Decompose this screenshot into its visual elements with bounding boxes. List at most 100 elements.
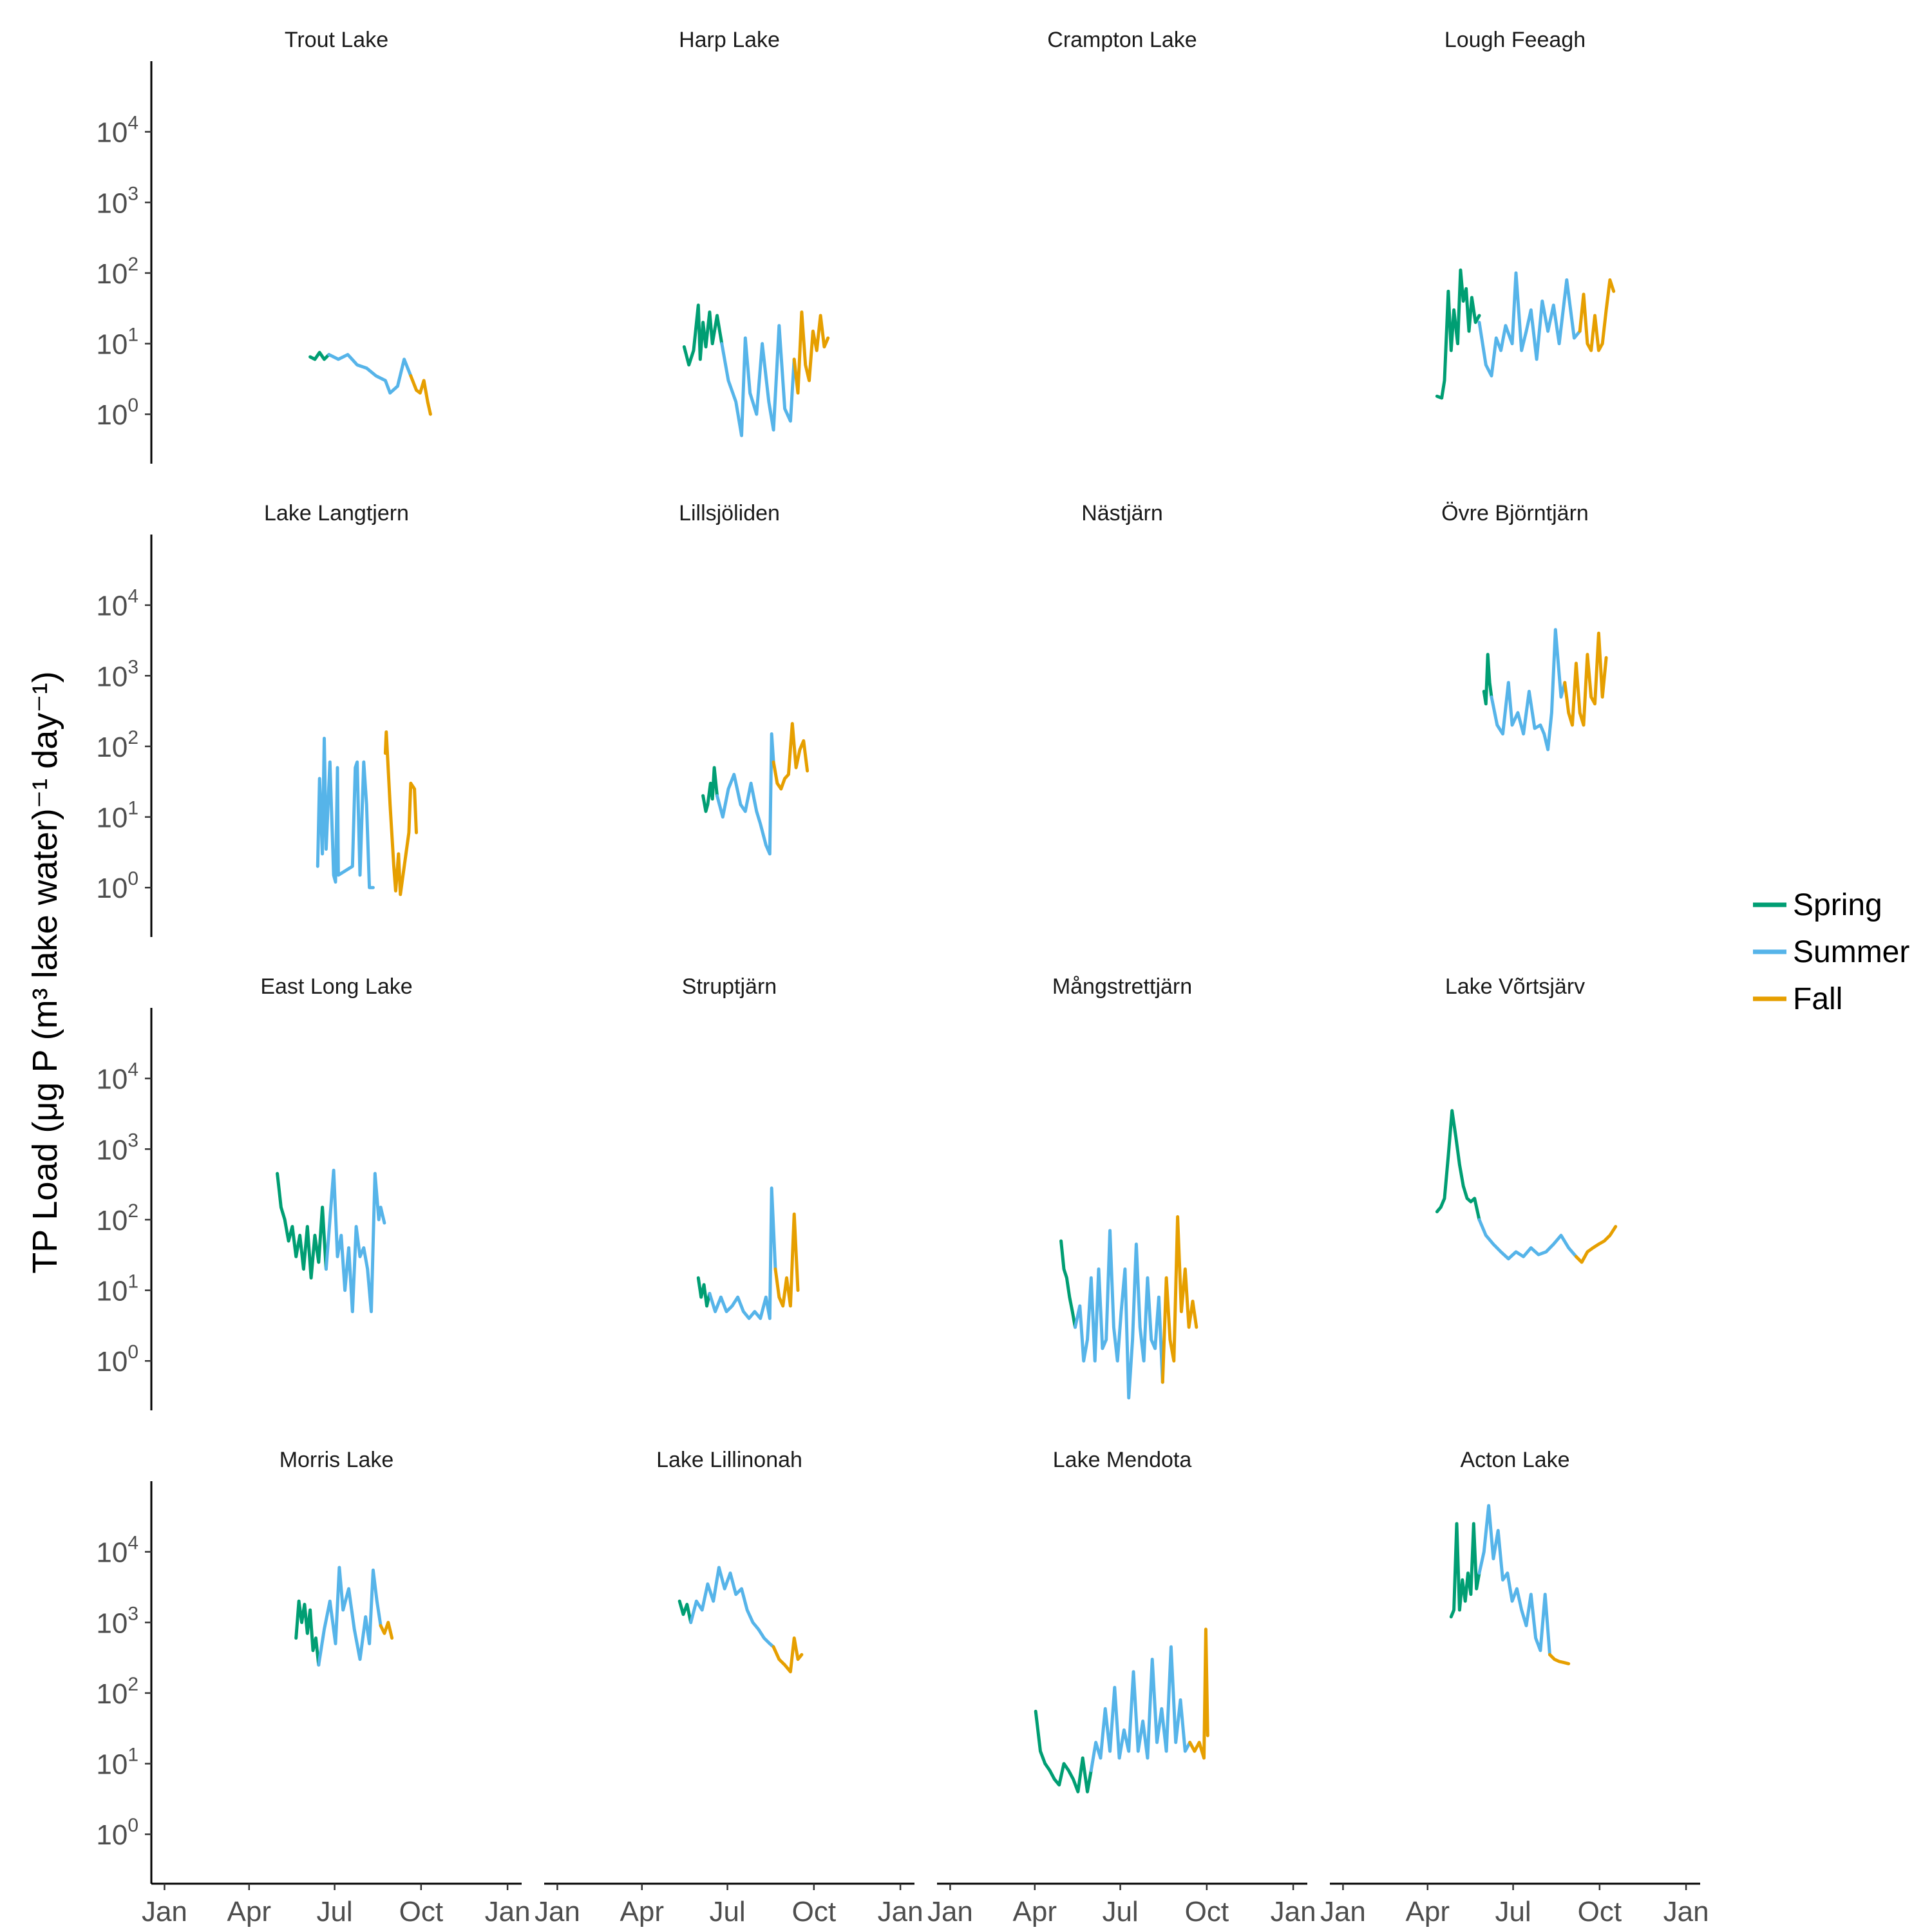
panel: Crampton Lake <box>1047 28 1197 52</box>
panel-title: Acton Lake <box>1460 1448 1569 1472</box>
series-line <box>772 722 810 791</box>
y-tick-label: 104 <box>96 1533 138 1569</box>
y-tick-label: 104 <box>96 1059 138 1095</box>
panel-title: Övre Björntjärn <box>1441 501 1589 526</box>
panel-title: Morris Lake <box>279 1448 394 1472</box>
series-line <box>316 737 375 889</box>
y-tick-label: 102 <box>96 1674 138 1710</box>
series-line <box>1160 1215 1198 1384</box>
y-tick-label: 102 <box>96 727 138 763</box>
series-line <box>720 324 796 437</box>
x-tick-label: Jan <box>1663 1896 1709 1927</box>
legend-label: Fall <box>1793 982 1842 1016</box>
panel-title: Lillsjöliden <box>679 501 780 526</box>
series-line <box>1563 631 1608 727</box>
panel-title: Lake Langtjern <box>264 501 409 526</box>
panel: Lillsjöliden <box>679 501 810 856</box>
panel-title: Mångstrettjärn <box>1052 974 1192 999</box>
x-tick-label: Oct <box>1578 1896 1622 1927</box>
series-line <box>701 766 719 813</box>
panel: Nästjärn <box>1081 501 1163 526</box>
series-line <box>1578 278 1616 352</box>
y-tick-label: 101 <box>96 798 138 834</box>
y-axis-title: TP Load (μg P (m³ lake water)⁻¹ day⁻¹) <box>26 671 64 1273</box>
panel-title: Lake Lillinonah <box>656 1448 802 1472</box>
panel-title: Nästjärn <box>1081 501 1163 526</box>
x-tick-label: Jan <box>1320 1896 1366 1927</box>
y-tick-label: 102 <box>96 1200 138 1236</box>
y-tick-label: 102 <box>96 254 138 290</box>
x-tick-label: Apr <box>1013 1896 1057 1927</box>
series-line <box>1477 1504 1551 1656</box>
series-line <box>276 1171 328 1280</box>
x-tick-label: Oct <box>1185 1896 1229 1927</box>
x-tick-label: Jul <box>1495 1896 1531 1927</box>
series-line <box>1059 1239 1077 1329</box>
panel: Lake Langtjern 100 101 102 103 104 <box>96 501 418 937</box>
panel: Trout Lake 100 101 102 103 104 <box>96 28 432 464</box>
series-line <box>772 1636 804 1674</box>
x-tick-label: Jul <box>316 1896 352 1927</box>
series-line <box>1477 1218 1578 1261</box>
y-tick-label: 101 <box>96 1271 138 1307</box>
series-line <box>317 1566 383 1667</box>
x-tick-label: Jan <box>878 1896 923 1927</box>
x-tick-label: Jan <box>142 1896 187 1927</box>
y-tick-label: 101 <box>96 1745 138 1781</box>
y-tick-label: 100 <box>96 1341 138 1378</box>
series-line <box>1074 1229 1164 1400</box>
series-line <box>1477 271 1582 378</box>
x-tick-label: Oct <box>792 1896 836 1927</box>
panel: Lake Lillinonah Jan Apr Jul Oct Jan <box>535 1448 923 1927</box>
y-tick-label: 103 <box>96 1130 138 1166</box>
series-line <box>409 374 432 416</box>
series-line <box>1034 1709 1093 1794</box>
legend-label: Spring <box>1793 888 1882 922</box>
series-line <box>1089 1645 1192 1772</box>
series-line <box>677 1599 693 1624</box>
series-line <box>1490 628 1567 752</box>
panel-title: Crampton Lake <box>1047 28 1197 52</box>
panel: Lake Mendota Jan Apr Jul Oct Jan <box>927 1448 1316 1927</box>
x-tick-label: Jan <box>535 1896 580 1927</box>
x-tick-label: Oct <box>399 1896 443 1927</box>
series-line <box>1548 1653 1571 1665</box>
series-line <box>708 1186 777 1320</box>
series-line <box>1435 268 1481 400</box>
panel-title: East Long Lake <box>260 974 412 999</box>
panel: Harp Lake <box>679 28 830 437</box>
series-line <box>1449 1522 1481 1619</box>
panel-title: Struptjärn <box>682 974 777 999</box>
panel-title: Lough Feeagh <box>1444 28 1586 52</box>
legend-label: Summer <box>1793 935 1909 969</box>
series-line <box>294 1599 321 1667</box>
panel-title: Harp Lake <box>679 28 780 52</box>
series-line <box>1435 1109 1481 1222</box>
series-line <box>324 1168 386 1314</box>
y-tick-label: 104 <box>96 586 138 622</box>
panel: Övre Björntjärn <box>1441 501 1608 752</box>
y-tick-label: 101 <box>96 325 138 361</box>
panel: Lake Võrtsjärv <box>1435 974 1618 1264</box>
facet-panels: Trout Lake 100 101 102 103 104 Harp Lake Crampt… <box>96 28 1709 1927</box>
series-line <box>308 350 331 361</box>
x-tick-label: Jan <box>485 1896 531 1927</box>
panel-title: Trout Lake <box>285 28 388 52</box>
x-tick-label: Apr <box>620 1896 664 1927</box>
series-line <box>715 732 775 856</box>
panel: Struptjärn <box>682 974 800 1320</box>
series-line <box>1574 1225 1618 1264</box>
y-tick-label: 100 <box>96 395 138 431</box>
series-line <box>1482 652 1493 706</box>
panel: Mångstrettjärn <box>1052 974 1198 1400</box>
panel: Acton Lake Jan Apr Jul Oct Jan <box>1320 1448 1709 1927</box>
series-line <box>792 310 830 395</box>
y-tick-label: 100 <box>96 1815 138 1851</box>
legend: Spring Summer Fall <box>1753 888 1909 1016</box>
series-line <box>689 1566 775 1649</box>
panel: East Long Lake 100 101 102 103 104 <box>96 974 413 1410</box>
panel: Lough Feeagh <box>1435 28 1616 400</box>
series-line <box>327 353 413 395</box>
y-tick-label: 100 <box>96 868 138 904</box>
